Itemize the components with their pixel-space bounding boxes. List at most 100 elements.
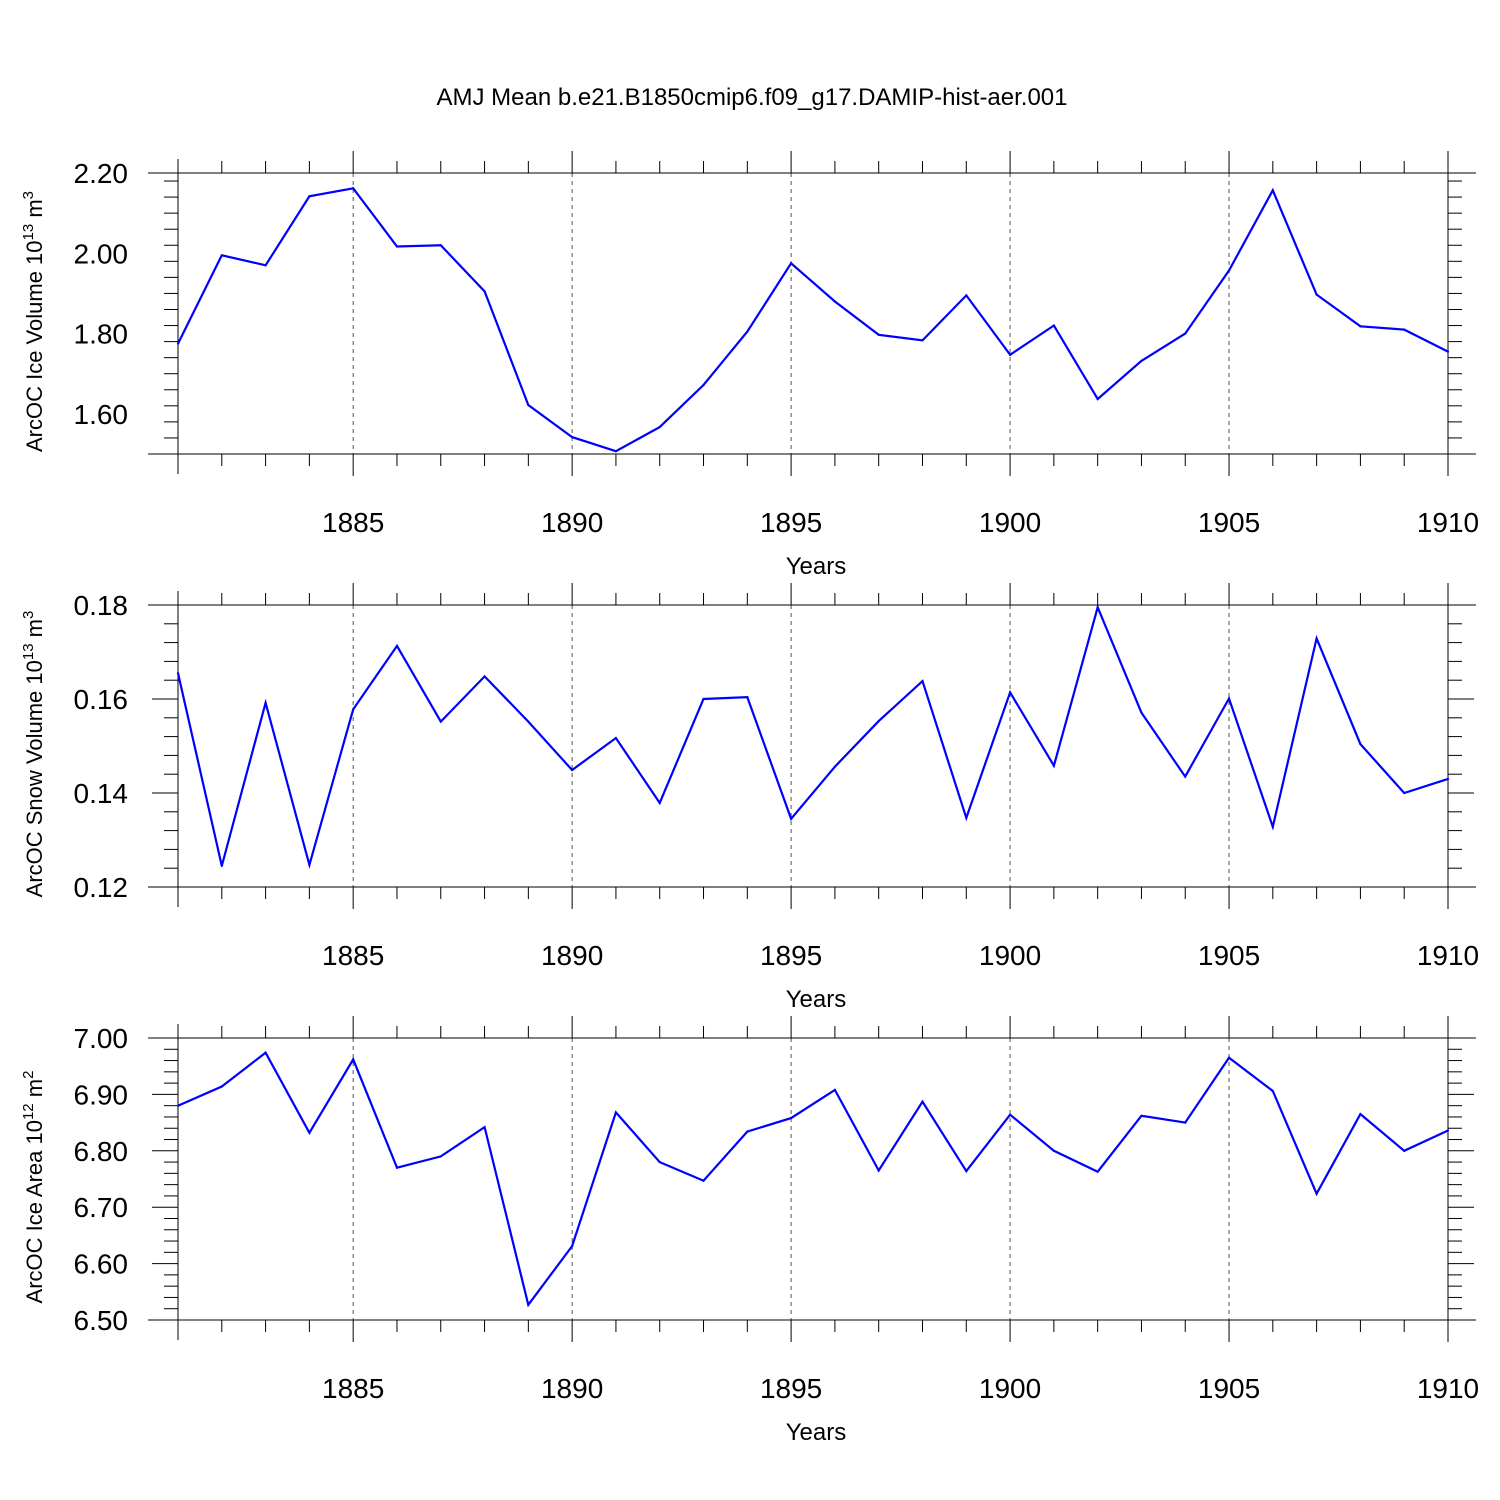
data-point [1359,743,1362,746]
data-point [658,801,661,804]
data-point [264,1051,267,1054]
y-tick-label: 0.12 [74,872,129,903]
panel-3: 6.50 6.60 6.70 6.80 6.90 7.00 1885 1890 1895 1900… [20,1016,1479,1446]
y-tick-label: 2.20 [74,158,129,189]
x-tick-label: 1890 [541,507,603,538]
data-point [790,1116,793,1120]
data-point [1052,1149,1055,1152]
x-tick-label: 1900 [979,507,1041,538]
y-tick-label: 6.60 [74,1249,129,1280]
y-axis-title-superscript: 12 [20,1103,37,1120]
data-point [571,1245,574,1248]
y-tick-label: 6.90 [74,1079,129,1110]
y-axis-title-part: ArcOC Ice Volume 10 [22,240,47,452]
data-point [877,333,880,336]
data-point [395,245,399,248]
data-point [1184,332,1187,335]
data-point [1446,350,1450,353]
data-point [921,1100,924,1103]
data-point [264,264,267,267]
data-point [877,719,880,723]
data-point [833,765,836,768]
data-point [1271,825,1274,828]
data-point [921,680,924,683]
y-axis-title-part: ArcOC Snow Volume 10 [22,660,47,897]
x-tick-label: 1900 [979,940,1041,971]
y-axis-title-part: ArcOC Ice Area 10 [22,1120,47,1303]
y-tick-label: 2.00 [74,238,129,269]
data-point [176,672,180,675]
x-tick-label: 1885 [322,940,384,971]
x-tick-label: 1900 [979,1373,1041,1404]
chart-title: AMJ Mean b.e21.B1850cmip6.f09_g17.DAMIP-… [436,84,1067,111]
data-point [439,1155,442,1158]
x-tick-label: 1890 [541,1373,603,1404]
data-point [1140,359,1143,362]
y-axis-title-superscript: 13 [20,643,37,660]
data-point [220,864,223,867]
x-axis-title: Years [786,1419,847,1446]
data-point [1096,397,1099,401]
series-line [176,603,1449,870]
data-point [1227,269,1231,272]
data-point [965,816,968,820]
data-point [702,383,705,387]
y-tick-label: 1.60 [74,399,129,430]
plot-frame [177,1037,1449,1321]
data-point [746,696,749,699]
data-point [308,1131,311,1134]
y-axis-title-part: m [22,619,47,643]
data-point [877,1169,880,1172]
data-point [965,294,968,297]
data-point [220,254,223,257]
data-point [658,1160,661,1164]
data-point [1315,293,1318,296]
data-point [1359,1113,1362,1116]
data-point [790,262,793,265]
data-point [1315,1192,1318,1195]
data-point [1403,328,1406,331]
data-point [395,644,399,647]
y-axis-title-part: m [22,1079,47,1103]
y-axis-title: ArcOC Ice Area 1012 m2 [20,1071,47,1304]
x-tick-label: 1895 [760,940,822,971]
data-point [264,701,267,704]
data-point [439,720,442,723]
data-point [1052,324,1055,327]
data-point [833,300,836,303]
data-point [439,244,442,247]
data-point [527,720,530,723]
y-tick-label: 6.70 [74,1192,129,1223]
data-point [1446,1129,1450,1132]
data-point [483,675,486,678]
data-point [1140,1114,1143,1117]
data-point [1403,791,1406,795]
x-tick-label: 1910 [1417,507,1479,538]
data-point [1008,1113,1012,1116]
plot-frame [177,172,1449,455]
data-point [833,1088,836,1091]
data-point [1008,353,1012,356]
data-point [352,187,355,190]
data-point [176,342,180,345]
data-point [790,817,793,820]
data-point [308,863,311,867]
data-point [1227,697,1231,700]
data-point [1096,1170,1099,1173]
data-point [1008,691,1012,694]
y-tick-label: 0.18 [74,590,129,621]
series-line [177,1051,1449,1308]
data-point [702,1179,705,1182]
data-point [1403,1149,1406,1152]
y-axis-title-part: m [22,199,47,223]
y-axis-title-superscript: 2 [20,1071,37,1079]
data-point [483,290,486,293]
panel-2: 0.12 0.14 0.16 0.18 1885 1890 1895 1900 1905 1910… [20,583,1479,1013]
data-point [1227,1056,1231,1059]
x-tick-label: 1905 [1198,940,1260,971]
data-point [527,1303,530,1306]
data-point [1140,711,1143,714]
data-point [1359,325,1362,328]
data-point [308,195,311,198]
